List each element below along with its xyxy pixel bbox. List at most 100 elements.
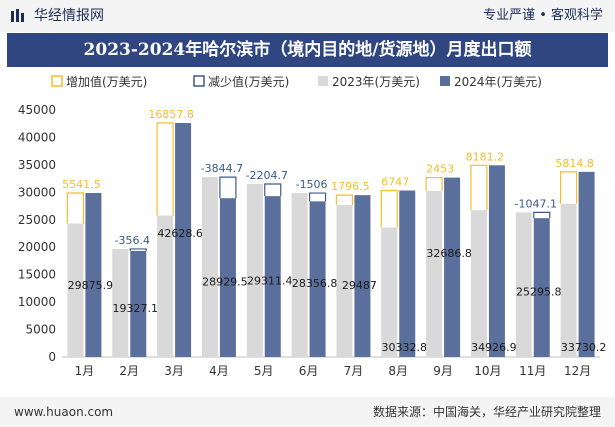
bar-2024 — [488, 165, 505, 357]
bar-2023 — [336, 205, 353, 357]
bar-2023 — [560, 203, 577, 357]
value-label-2024: 28929.5 — [202, 276, 248, 289]
bar-2024 — [578, 171, 595, 357]
value-label-2024: 29311.4 — [247, 275, 293, 288]
title-bar: 2023-2024年哈尔滨市（境内目的地/货源地）月度出口额 — [7, 33, 608, 67]
bar-2023 — [157, 215, 174, 357]
bar-2024 — [354, 195, 371, 357]
value-label-2024: 29487 — [342, 279, 377, 292]
x-tick-label: 7月 — [344, 364, 364, 378]
decrease-bracket — [219, 176, 237, 199]
y-tick-label: 15000 — [18, 268, 56, 282]
footer-bar: www.huaon.com 数据来源：中国海关，华经产业研究院整理 — [0, 397, 615, 427]
x-tick-label: 1月 — [75, 364, 95, 378]
x-tick-label: 10月 — [474, 364, 501, 378]
bar-2024 — [533, 218, 550, 357]
change-label: 6747 — [381, 176, 409, 189]
bar-2023 — [112, 248, 129, 357]
top-bar: 华经情报网 专业严谨 • 客观科学 — [0, 0, 615, 32]
bar-2023 — [201, 177, 218, 357]
legend-label: 增加值(万美元) — [66, 74, 147, 89]
bar-2024 — [130, 250, 147, 357]
decrease-bracket — [308, 192, 327, 202]
y-tick-label: 10000 — [18, 295, 56, 309]
bar-2024 — [175, 123, 192, 357]
increase-bracket — [335, 194, 354, 206]
y-tick-label: 45000 — [18, 103, 56, 117]
decrease-bracket — [129, 248, 147, 251]
increase-bracket — [380, 189, 398, 228]
legend-label: 减少值(万美元) — [208, 74, 289, 89]
value-label-2024: 30332.8 — [382, 341, 428, 354]
bar-2024 — [219, 198, 236, 357]
x-tick-label: 6月 — [299, 364, 319, 378]
x-tick-label: 8月 — [388, 364, 408, 378]
legend-swatch — [440, 76, 450, 86]
x-tick-label: 2月 — [119, 364, 139, 378]
bar-2023 — [381, 227, 398, 357]
change-label: 5541.5 — [62, 178, 101, 191]
decrease-bracket — [533, 211, 551, 219]
bar-2023 — [470, 210, 487, 357]
value-label-2024: 33730.2 — [561, 341, 607, 354]
x-tick-label: 3月 — [164, 364, 184, 378]
legend-swatch — [318, 76, 328, 86]
y-tick-label: 0 — [48, 350, 56, 364]
value-label-2024: 29875.9 — [68, 279, 114, 292]
bar-2023 — [246, 184, 263, 357]
increase-bracket — [66, 192, 85, 224]
tagline: 专业严谨 • 客观科学 — [483, 8, 603, 23]
x-tick-label: 12月 — [564, 364, 591, 378]
x-tick-label: 5月 — [254, 364, 274, 378]
footer-url: www.huaon.com — [14, 405, 114, 419]
bar-2023 — [426, 191, 443, 357]
value-label-2024: 32686.8 — [426, 247, 472, 260]
logo-icon — [11, 9, 24, 22]
bar-2024 — [264, 196, 281, 357]
bar-2024 — [444, 177, 461, 357]
legend-label: 2024年(万美元) — [454, 75, 542, 89]
decrease-bracket — [264, 183, 282, 197]
x-tick-label: 11月 — [519, 364, 546, 378]
footer-source: 数据来源：中国海关，华经产业研究院整理 — [372, 405, 601, 419]
x-tick-label: 9月 — [433, 364, 453, 378]
increase-bracket — [470, 164, 488, 211]
bar-2024 — [309, 201, 326, 357]
bar-2024 — [85, 193, 102, 357]
y-tick-label: 30000 — [18, 185, 56, 199]
change-label: 1796.5 — [331, 180, 370, 193]
increase-bracket — [156, 122, 174, 216]
y-tick-label: 5000 — [25, 323, 56, 337]
increase-bracket — [425, 176, 443, 192]
x-tick-label: 4月 — [209, 364, 229, 378]
value-label-2024: 34926.9 — [471, 341, 517, 354]
change-label: -2204.7 — [246, 169, 288, 182]
y-tick-label: 40000 — [18, 130, 56, 144]
bar-chart: 增加值(万美元) 减少值(万美元) 2023年(万美元) 2024年(万美元) 0 500… — [18, 74, 607, 378]
chart-title: 2023-2024年哈尔滨市（境内目的地/货源地）月度出口额 — [83, 40, 532, 60]
y-tick-label: 35000 — [18, 158, 56, 172]
y-tick-label: 20000 — [18, 240, 56, 254]
legend-label: 2023年(万美元) — [332, 75, 420, 89]
increase-bracket — [559, 171, 578, 204]
bar-2023 — [291, 193, 308, 357]
y-tick-label: 25000 — [18, 213, 56, 227]
bar-2023 — [515, 212, 532, 357]
change-label: -356.4 — [115, 234, 150, 247]
value-label-2024: 19327.1 — [113, 302, 159, 315]
change-label: 16857.8 — [148, 108, 194, 121]
change-label: 5814.8 — [555, 157, 594, 170]
change-label: 2453 — [426, 163, 454, 176]
value-label-2024: 42628.6 — [157, 227, 203, 240]
bar-2023 — [67, 223, 84, 357]
change-label: -3844.7 — [201, 162, 243, 175]
change-label: 8181.2 — [466, 150, 505, 163]
change-label: -1506 — [296, 178, 328, 191]
legend-swatch — [51, 75, 63, 87]
legend-swatch — [193, 75, 205, 87]
brand-name: 华经情报网 — [34, 8, 104, 24]
value-label-2024: 25295.8 — [516, 286, 562, 299]
value-label-2024: 28356.8 — [292, 277, 338, 290]
change-label: -1047.1 — [515, 197, 557, 210]
bar-2024 — [399, 190, 416, 357]
